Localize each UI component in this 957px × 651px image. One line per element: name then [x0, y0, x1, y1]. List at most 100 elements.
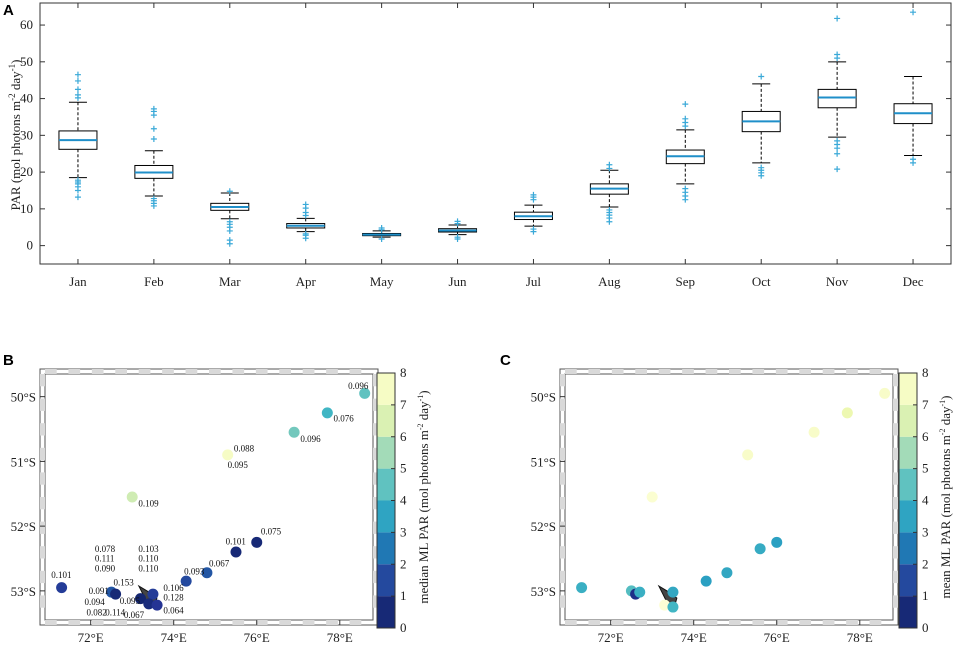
- panel-a-xticks: Jan Feb Mar Apr May Jun Jul Aug Sep Oct Nov Dec: [69, 3, 924, 289]
- box-mar: [210, 188, 250, 247]
- station-point: [230, 546, 242, 558]
- value-annotation: 0.114: [105, 607, 125, 617]
- outlier-marker: [74, 77, 81, 84]
- map-border-seg: [373, 595, 378, 608]
- station-point: [180, 575, 192, 587]
- map-border-seg: [232, 369, 245, 374]
- a-xtick-label: May: [370, 274, 394, 289]
- map-border-seg: [279, 369, 291, 374]
- value-annotation: 0.064: [163, 606, 184, 616]
- panel-a-letter: A: [3, 2, 14, 19]
- value-annotation: 0.088: [234, 444, 255, 454]
- station-point: [126, 491, 138, 503]
- map-border-seg: [705, 620, 718, 625]
- map-border-seg: [560, 521, 565, 534]
- value-annotation: 0.095: [120, 596, 141, 606]
- outlier-marker: [682, 185, 689, 192]
- colorbar-segment: [377, 596, 395, 628]
- station-point: [134, 593, 146, 605]
- station-point: [151, 599, 163, 611]
- station-point: [359, 387, 371, 399]
- a-ytick-label: 30: [20, 127, 33, 142]
- map-ytick-label: 53°S: [11, 584, 36, 599]
- outlier-marker: [226, 237, 233, 244]
- station-point: [659, 599, 671, 611]
- value-annotation: 0.128: [163, 593, 184, 603]
- outlier-marker: [454, 218, 461, 225]
- map-border-seg: [45, 369, 57, 374]
- colorbar-segment: [377, 373, 395, 405]
- outlier-marker: [682, 115, 689, 122]
- map-border-seg: [846, 369, 858, 374]
- value-annotation: 0.091: [89, 586, 109, 596]
- colorbar-tick-label: 7: [400, 397, 407, 412]
- panel-c-colorbar-label: mean ML PAR (mol photons m-2 day-1): [938, 395, 953, 598]
- outlier-marker: [834, 150, 841, 157]
- map-ytick-label: 50°S: [531, 390, 556, 405]
- map-border-seg: [588, 620, 601, 625]
- map-ytick-label: 51°S: [531, 454, 556, 469]
- outlier-marker: [834, 51, 841, 58]
- a-xtick-label: Apr: [296, 274, 317, 289]
- station-point: [721, 567, 733, 579]
- station-point: [288, 426, 300, 438]
- map-border-seg: [373, 570, 378, 584]
- panel-c-letter: C: [500, 352, 511, 369]
- station-point: [576, 582, 588, 594]
- panel-b-map: 72°E 74°E 76°E 78°E 50°S 51°S 52°S 53°S: [11, 368, 379, 645]
- map-border-seg: [40, 374, 45, 387]
- map-border-seg: [729, 620, 741, 625]
- a-xtick-label: Aug: [598, 274, 621, 289]
- outlier-marker: [226, 218, 233, 225]
- map-border-seg: [893, 423, 898, 436]
- map-border-seg: [40, 423, 45, 436]
- a-xtick-label: Feb: [144, 274, 164, 289]
- map-xtick-label: 74°E: [681, 630, 707, 645]
- a-xtick-label: Oct: [752, 274, 771, 289]
- outlier-marker: [910, 9, 917, 16]
- value-annotation: 0.093: [184, 567, 205, 577]
- a-xtick-label: Sep: [676, 274, 696, 289]
- map-border-seg: [115, 369, 127, 374]
- map-border-seg: [565, 369, 577, 374]
- station-point: [634, 586, 646, 598]
- colorbar-tick-label: 5: [400, 461, 407, 476]
- colorbar-segment: [899, 468, 917, 501]
- a-ytick-label: 60: [20, 17, 33, 32]
- map-border-seg: [40, 472, 45, 485]
- box-dec: [893, 9, 933, 166]
- a-xtick-label: Nov: [826, 274, 849, 289]
- value-annotation: 0.103: [138, 544, 159, 554]
- map-border-seg: [185, 620, 198, 625]
- map-border-seg: [846, 620, 858, 625]
- map-border-seg: [588, 369, 601, 374]
- outlier-marker: [758, 73, 765, 80]
- map-border-seg: [91, 620, 104, 625]
- a-xtick-label: Jun: [449, 274, 468, 289]
- map-border-seg: [658, 369, 671, 374]
- map-xtick-label: 72°E: [598, 630, 624, 645]
- map-border-seg: [560, 472, 565, 485]
- map-border-seg: [752, 369, 765, 374]
- value-annotation: 0.078: [95, 544, 116, 554]
- map-border-seg: [162, 369, 174, 374]
- outlier-marker: [682, 101, 689, 108]
- station-point: [321, 407, 333, 419]
- map-border-seg: [775, 620, 788, 625]
- outlier-marker: [74, 86, 81, 93]
- station-point: [646, 491, 658, 503]
- station-point: [771, 536, 783, 548]
- colorbar-tick-label: 8: [922, 365, 929, 380]
- value-annotation: 0.106: [163, 583, 184, 593]
- station-point: [841, 407, 853, 419]
- map-border-seg: [893, 521, 898, 534]
- map-border-seg: [560, 546, 565, 559]
- colorbar-segment: [899, 373, 917, 405]
- station-point: [808, 426, 820, 438]
- map-xtick-label: 76°E: [244, 630, 270, 645]
- station-point: [667, 586, 679, 598]
- map-border-seg: [185, 369, 198, 374]
- box-iqr: [817, 88, 857, 109]
- colorbar-tick-label: 0: [400, 620, 407, 635]
- station-point: [201, 567, 213, 579]
